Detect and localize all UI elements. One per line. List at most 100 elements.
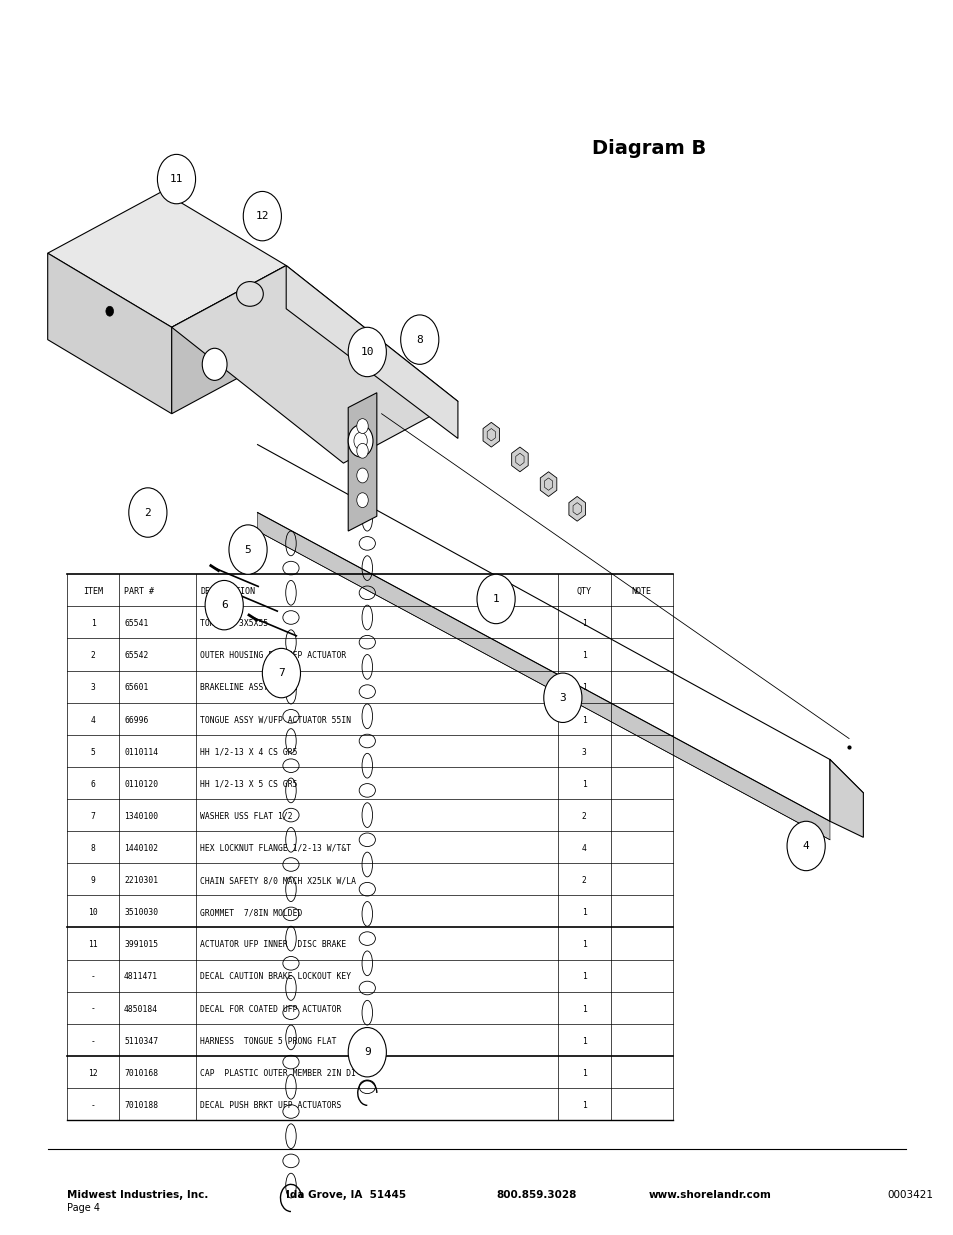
Text: 65542: 65542 xyxy=(124,651,149,661)
Text: HEX LOCKNUT FLANGE 1/2-13 W/T&T: HEX LOCKNUT FLANGE 1/2-13 W/T&T xyxy=(200,844,351,853)
Text: 1: 1 xyxy=(492,594,499,604)
Text: 4: 4 xyxy=(801,841,809,851)
Text: 7010188: 7010188 xyxy=(124,1100,158,1110)
Text: -: - xyxy=(91,1004,95,1014)
Text: 5: 5 xyxy=(91,747,95,757)
Text: 3510030: 3510030 xyxy=(124,908,158,918)
Text: 3991015: 3991015 xyxy=(124,940,158,950)
Text: 0110114: 0110114 xyxy=(124,747,158,757)
Text: Page 4: Page 4 xyxy=(67,1203,100,1213)
Circle shape xyxy=(157,154,195,204)
Text: 7010168: 7010168 xyxy=(124,1068,158,1078)
Polygon shape xyxy=(829,760,862,837)
Circle shape xyxy=(106,306,113,316)
Text: -: - xyxy=(91,972,95,982)
Polygon shape xyxy=(511,447,528,472)
Text: 6: 6 xyxy=(91,779,95,789)
Polygon shape xyxy=(348,393,376,531)
Polygon shape xyxy=(286,266,457,438)
Text: 7: 7 xyxy=(91,811,95,821)
Text: 2210301: 2210301 xyxy=(124,876,158,885)
Circle shape xyxy=(356,443,368,458)
Text: DECAL PUSH BRKT UFP ACTUATORS: DECAL PUSH BRKT UFP ACTUATORS xyxy=(200,1100,341,1110)
Text: 1: 1 xyxy=(91,619,95,629)
Text: WASHER USS FLAT 1/2: WASHER USS FLAT 1/2 xyxy=(200,811,293,821)
Text: TONGUE ASSY W/UFP ACTUATOR 55IN: TONGUE ASSY W/UFP ACTUATOR 55IN xyxy=(200,715,351,725)
Circle shape xyxy=(348,425,373,457)
Text: 66996: 66996 xyxy=(124,715,149,725)
Circle shape xyxy=(356,468,368,483)
Polygon shape xyxy=(48,253,172,414)
Circle shape xyxy=(543,673,581,722)
Circle shape xyxy=(476,574,515,624)
Text: ACTUATOR UFP INNER  DISC BRAKE: ACTUATOR UFP INNER DISC BRAKE xyxy=(200,940,346,950)
Text: GROMMET  7/8IN MOLDED: GROMMET 7/8IN MOLDED xyxy=(200,908,302,918)
Text: 800.859.3028: 800.859.3028 xyxy=(496,1191,576,1200)
Text: 1: 1 xyxy=(581,1100,586,1110)
Text: 2: 2 xyxy=(581,876,586,885)
Text: 4850184: 4850184 xyxy=(124,1004,158,1014)
Polygon shape xyxy=(539,472,557,496)
Text: 2: 2 xyxy=(144,508,152,517)
Text: 9: 9 xyxy=(91,876,95,885)
Text: 2: 2 xyxy=(91,651,95,661)
Circle shape xyxy=(129,488,167,537)
Text: DECAL FOR COATED UFP ACTUATOR: DECAL FOR COATED UFP ACTUATOR xyxy=(200,1004,341,1014)
Text: 65541: 65541 xyxy=(124,619,149,629)
Circle shape xyxy=(348,327,386,377)
Text: OUTER HOUSING FOR UFP ACTUATOR: OUTER HOUSING FOR UFP ACTUATOR xyxy=(200,651,346,661)
Text: 1: 1 xyxy=(581,972,586,982)
Polygon shape xyxy=(257,513,829,840)
Text: 3: 3 xyxy=(558,693,566,703)
Text: 1: 1 xyxy=(581,1036,586,1046)
Text: PART #: PART # xyxy=(124,587,153,597)
Text: 1: 1 xyxy=(581,1004,586,1014)
Text: 10: 10 xyxy=(88,908,98,918)
Circle shape xyxy=(205,580,243,630)
Circle shape xyxy=(356,493,368,508)
Polygon shape xyxy=(172,266,286,414)
Text: 0003421: 0003421 xyxy=(886,1191,932,1200)
Text: 3: 3 xyxy=(581,747,586,757)
Text: 9: 9 xyxy=(363,1047,371,1057)
Text: 0110120: 0110120 xyxy=(124,779,158,789)
Circle shape xyxy=(348,1028,386,1077)
Polygon shape xyxy=(48,191,286,327)
Text: 1: 1 xyxy=(581,683,586,693)
Circle shape xyxy=(202,348,227,380)
Circle shape xyxy=(786,821,824,871)
Text: Midwest Industries, Inc.: Midwest Industries, Inc. xyxy=(67,1191,208,1200)
Text: 5110347: 5110347 xyxy=(124,1036,158,1046)
Text: www.shorelandr.com: www.shorelandr.com xyxy=(648,1191,771,1200)
Text: 3: 3 xyxy=(91,683,95,693)
Text: DESCRIPTION: DESCRIPTION xyxy=(200,587,255,597)
Circle shape xyxy=(356,419,368,433)
Text: Ida Grove, IA  51445: Ida Grove, IA 51445 xyxy=(286,1191,406,1200)
Text: 1: 1 xyxy=(581,619,586,629)
Text: CAP  PLASTIC OUTER MEMBER 2IN DI: CAP PLASTIC OUTER MEMBER 2IN DI xyxy=(200,1068,356,1078)
Text: 7: 7 xyxy=(277,668,285,678)
Text: CHAIN SAFETY 8/0 MACH X25LK W/LA: CHAIN SAFETY 8/0 MACH X25LK W/LA xyxy=(200,876,356,885)
Text: 65601: 65601 xyxy=(124,683,149,693)
Text: 4: 4 xyxy=(91,715,95,725)
Text: 12: 12 xyxy=(255,211,269,221)
Text: -: - xyxy=(91,1036,95,1046)
Text: TONGUE  3X5X55: TONGUE 3X5X55 xyxy=(200,619,269,629)
Text: 1: 1 xyxy=(581,940,586,950)
Text: 1: 1 xyxy=(581,715,586,725)
Circle shape xyxy=(229,525,267,574)
Text: HH 1/2-13 X 5 CS GR5: HH 1/2-13 X 5 CS GR5 xyxy=(200,779,297,789)
Text: 11: 11 xyxy=(88,940,98,950)
Text: 1440102: 1440102 xyxy=(124,844,158,853)
Text: 5: 5 xyxy=(244,545,252,555)
Circle shape xyxy=(243,191,281,241)
Polygon shape xyxy=(568,496,585,521)
Text: 6: 6 xyxy=(220,600,228,610)
Text: NOTE: NOTE xyxy=(631,587,651,597)
Text: QTY: QTY xyxy=(577,587,591,597)
Circle shape xyxy=(400,315,438,364)
Text: BRAKELINE ASSY  56IN: BRAKELINE ASSY 56IN xyxy=(200,683,297,693)
Text: 4: 4 xyxy=(581,844,586,853)
Text: 8: 8 xyxy=(416,335,423,345)
Text: 2: 2 xyxy=(581,811,586,821)
